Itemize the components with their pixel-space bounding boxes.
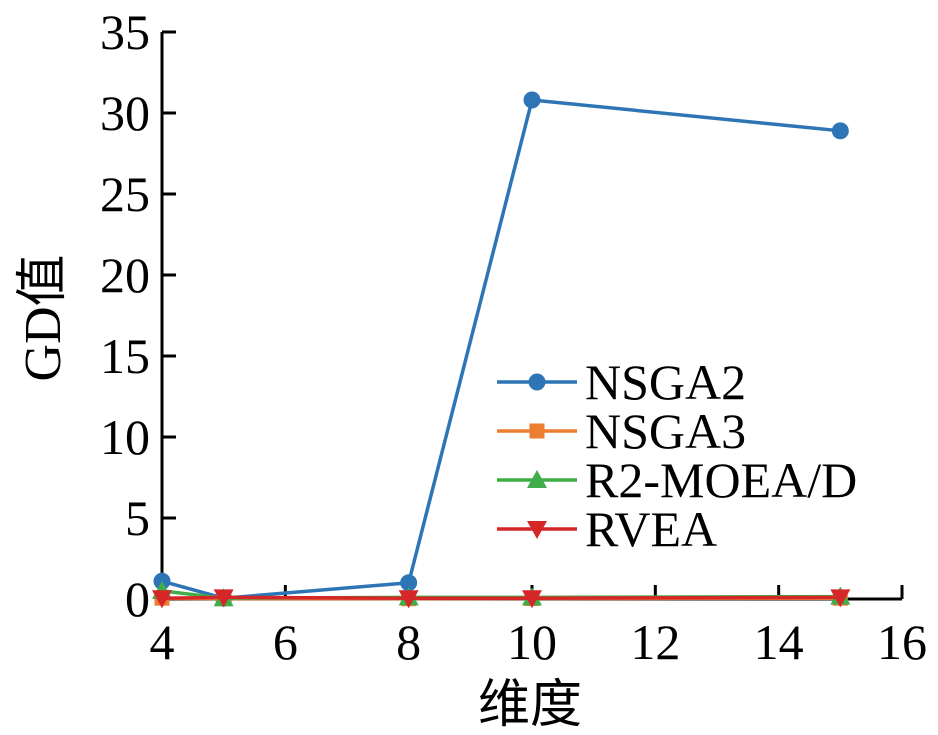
data-point-nsga2 [400,574,418,592]
legend-item-rvea: RVEA [497,501,717,557]
x-tick-label: 4 [150,614,175,670]
data-point-rvea [398,590,419,609]
y-axis-title: GD值 [15,254,72,381]
plot-series [152,91,851,609]
legend-label-r2-moea-d: R2-MOEA/D [585,452,857,508]
y-tick-label: 35 [100,4,150,60]
data-point-rvea [152,590,172,609]
series-r2-moea-d [152,580,851,607]
x-ticks: 4 6 8 10 12 14 16 [150,585,927,670]
axes [160,32,902,601]
y-tick-label: 0 [125,571,150,627]
y-tick-label: 25 [100,166,150,222]
legend-item-r2-moea-d: R2-MOEA/D [497,452,857,508]
y-tick-label: 30 [100,85,150,141]
legend-item-nsga2: NSGA2 [497,354,746,410]
x-tick-label: 8 [396,614,421,670]
y-ticks: 0 5 10 15 20 25 30 35 [100,4,176,627]
data-point-nsga2 [523,91,541,109]
legend-item-nsga3: NSGA3 [497,403,746,459]
x-tick-label: 12 [630,614,680,670]
x-tick-label: 16 [877,614,927,670]
legend-label-rvea: RVEA [585,501,717,557]
legend-marker-nsga2 [528,373,546,391]
y-tick-label: 5 [125,490,150,546]
data-point-rvea [522,590,542,609]
y-tick-label: 15 [100,328,150,384]
data-point-rvea [830,589,851,608]
y-tick-label: 20 [100,247,150,303]
series-line-rvea [161,595,841,600]
x-axis-title: 维度 [478,677,582,734]
x-tick-label: 6 [273,614,298,670]
legend-label-nsga2: NSGA2 [585,354,746,410]
legend-marker-nsga3 [529,423,545,439]
y-tick-label: 10 [100,409,150,465]
legend-marker-rvea [527,521,547,539]
series-line-nsga2 [161,98,841,600]
data-point-rvea [213,589,234,608]
x-tick-label: 14 [754,614,804,670]
legend-label-nsga3: NSGA3 [585,403,746,459]
legend-marker-r2-moea-d [527,470,547,488]
series-rvea [152,589,851,609]
x-tick-label: 10 [507,614,557,670]
data-point-nsga2 [831,122,849,140]
